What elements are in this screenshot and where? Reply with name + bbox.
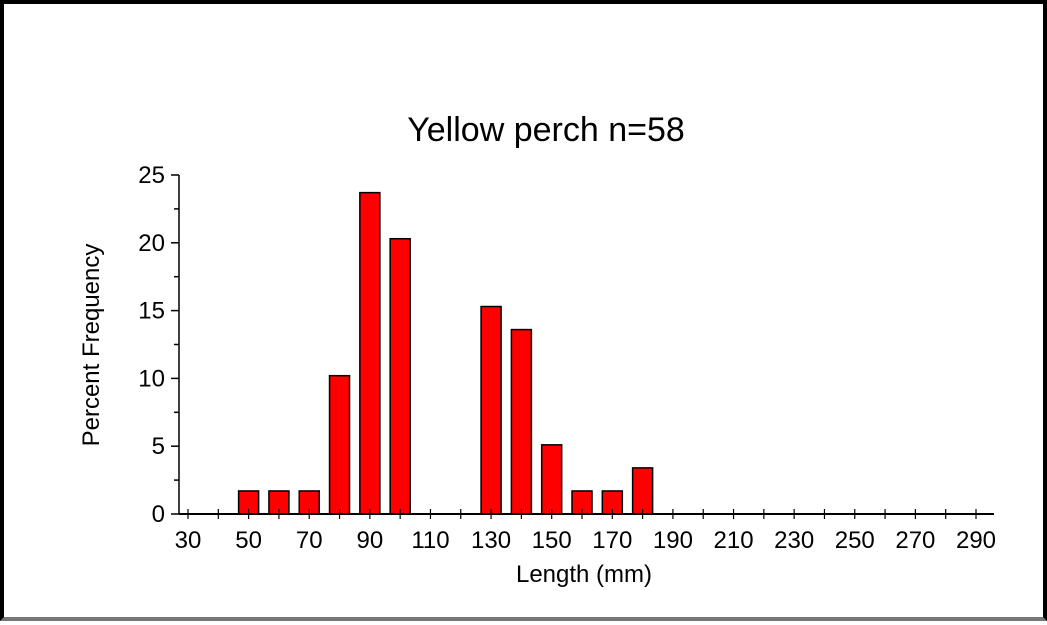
y-tick-label: 20 [138, 230, 165, 257]
y-tick-label: 0 [152, 501, 165, 528]
x-tick-label: 230 [774, 527, 814, 554]
x-axis-label: Length (mm) [516, 561, 652, 588]
y-tick-label: 10 [138, 365, 165, 392]
x-tick-label: 30 [175, 527, 202, 554]
x-tick-label: 290 [956, 527, 996, 554]
bars-group [237, 191, 654, 515]
x-tick-label: 250 [835, 527, 875, 554]
x-tick-label: 90 [356, 527, 383, 554]
x-tick-label: 170 [592, 527, 632, 554]
y-tick-label: 15 [138, 298, 165, 325]
histogram-chart: Yellow perch n=58 Percent Frequency Leng… [78, 111, 996, 588]
bar-80 [328, 374, 351, 515]
y-tick-label: 25 [138, 162, 165, 189]
x-tick-label: 150 [532, 527, 572, 554]
x-tick-label: 190 [653, 527, 693, 554]
axes-group: 0 5 10 15 20 25 30 50 70 90 110 130 150 170 190 210 230 2… [138, 162, 996, 554]
x-tick-label: 130 [471, 527, 511, 554]
bar-180 [631, 467, 654, 515]
x-tick-label: 110 [411, 527, 449, 554]
y-tick-label: 5 [152, 433, 165, 460]
bar-140 [510, 328, 533, 515]
bar-130 [480, 305, 502, 515]
x-tick-label: 50 [235, 527, 262, 554]
chart-title: Yellow perch n=58 [407, 111, 685, 149]
x-tick-label: 210 [714, 527, 754, 554]
bar-100 [389, 237, 411, 515]
bar-150 [540, 444, 563, 515]
bar-90 [359, 191, 381, 515]
x-tick-label: 270 [895, 527, 935, 554]
x-tick-label: 70 [296, 527, 323, 554]
y-axis-label: Percent Frequency [78, 244, 105, 447]
